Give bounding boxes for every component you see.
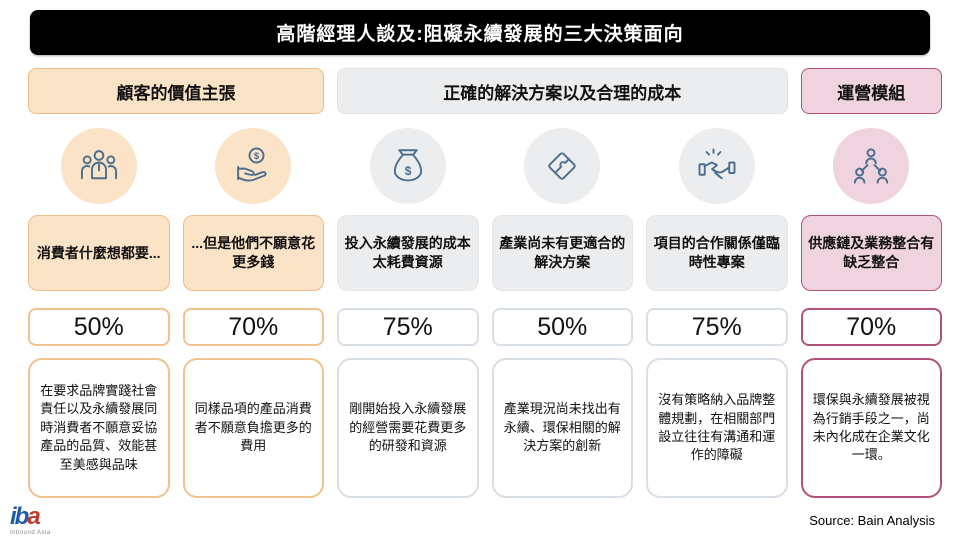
icon-circle — [524, 128, 601, 204]
summary-row: 消費者什麼想都要... ...但是他們不願意花更多錢 投入永續發展的成本太耗費資… — [28, 215, 942, 291]
title-bar: 高階經理人談及:阻礙永續發展的三大決策面向 — [30, 10, 930, 55]
org-people-icon — [854, 148, 889, 184]
handshake-icon — [698, 148, 736, 180]
logo-text-blue: ib — [10, 503, 29, 530]
percent-box-1: 50% — [28, 308, 170, 346]
category-header-row: 顧客的價值主張 正確的解決方案以及合理的成本 運營模組 — [28, 68, 942, 114]
detail-box-6: 環保與永續發展被視為行銷手段之一，尚未內化成在企業文化一環。 — [800, 358, 942, 498]
summary-box-6: 供應鏈及業務整合有缺乏整合 — [800, 215, 942, 291]
detail-box-3: 剛開始投入永續發展的經營需要花費更多的研發和資源 — [337, 358, 479, 498]
icon-circle: $ — [215, 128, 292, 204]
people-group-icon — [80, 150, 117, 180]
hand-coin-icon: $ — [237, 147, 267, 182]
puzzle-icon — [548, 152, 576, 180]
category-solution-cost: 正確的解決方案以及合理的成本 — [337, 68, 788, 114]
summary-box-5: 項目的合作關係僅臨時性專案 — [646, 215, 788, 291]
percent-box-6: 70% — [800, 308, 942, 346]
summary-box-1: 消費者什麼想都要... — [28, 215, 170, 291]
category-operating-module: 運營模組 — [800, 68, 942, 114]
percent-box-2: 70% — [182, 308, 324, 346]
icon-row: $ $ — [28, 128, 942, 204]
detail-box-5: 沒有策略納入品牌整體規劃，在相關部門設立往往有溝通和運作的障礙 — [646, 358, 788, 498]
detail-row: 在要求品牌實踐社會責任以及永續發展同時消費者不願意妥協產品的品質、效能甚至美感與… — [28, 358, 942, 498]
percent-box-4: 50% — [491, 308, 633, 346]
inbound-asia-logo: iba Inbound Asia — [10, 503, 51, 537]
detail-box-4: 產業現況尚未找出有永續、環保相關的解決方案的創新 — [491, 358, 633, 498]
icon-circle — [60, 128, 137, 204]
logo-caption: Inbound Asia — [10, 530, 51, 536]
detail-box-1: 在要求品牌實踐社會責任以及永續發展同時消費者不願意妥協產品的品質、效能甚至美感與… — [28, 358, 170, 498]
summary-box-4: 產業尚未有更適合的解決方案 — [491, 215, 633, 291]
category-customer-value: 顧客的價值主張 — [28, 68, 324, 114]
icon-circle: $ — [369, 128, 446, 204]
icon-circle — [678, 128, 755, 204]
percent-row: 50% 70% 75% 50% 75% 70% — [28, 308, 942, 346]
icon-circle — [833, 128, 910, 204]
percent-box-3: 75% — [337, 308, 479, 346]
svg-text:$: $ — [404, 164, 411, 178]
summary-box-3: 投入永續發展的成本太耗費資源 — [337, 215, 479, 291]
source-note: Source: Bain Analysis — [809, 513, 935, 528]
percent-box-5: 75% — [646, 308, 788, 346]
detail-box-2: 同樣品項的產品消費者不願意負擔更多的費用 — [182, 358, 324, 498]
page-title: 高階經理人談及:阻礙永續發展的三大決策面向 — [276, 24, 684, 45]
logo-text-red: a — [27, 503, 40, 530]
summary-box-2: ...但是他們不願意花更多錢 — [182, 215, 324, 291]
svg-text:$: $ — [254, 151, 260, 162]
money-bag-icon: $ — [393, 149, 422, 182]
